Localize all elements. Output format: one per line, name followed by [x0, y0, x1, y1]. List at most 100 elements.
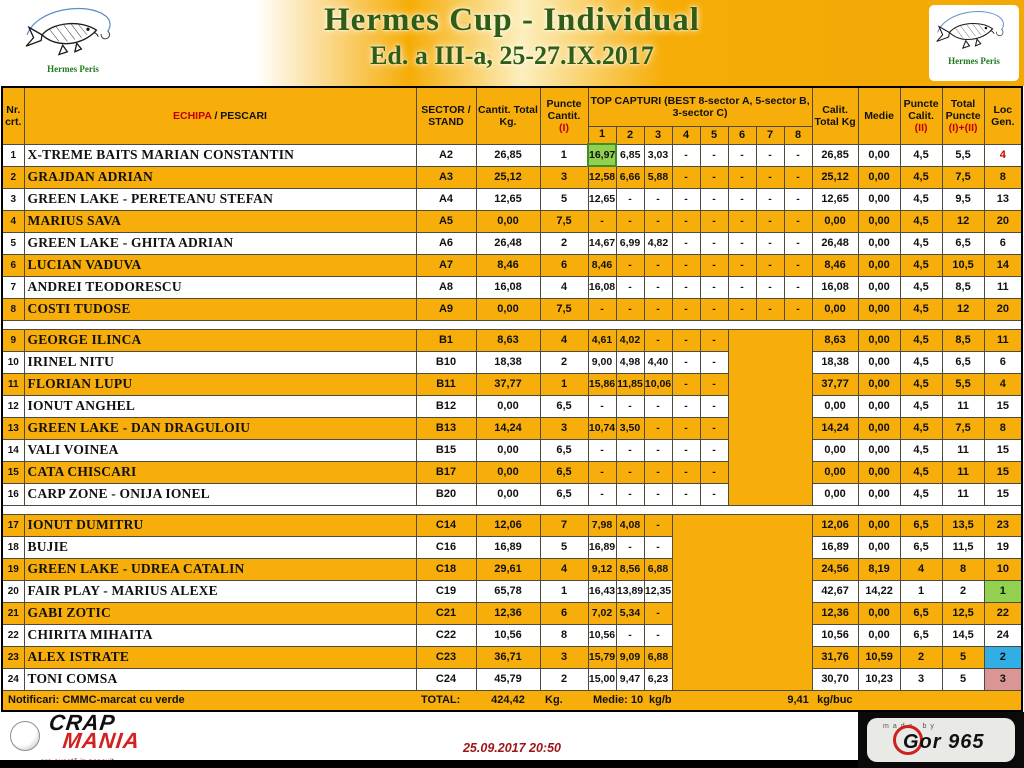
- cell-puncte-calit: 4,5: [899, 231, 943, 255]
- cell-captura-3: -: [643, 328, 673, 352]
- cell-sector-stand: C19: [415, 579, 477, 603]
- col-header-total-puncte: Total Puncte (I)+(II): [941, 86, 985, 145]
- cell-loc-gen: 4: [983, 372, 1023, 396]
- cell-puncte-calit: 4,5: [899, 482, 943, 506]
- cell-medie: 0,00: [857, 297, 901, 321]
- cell-sector-stand: A7: [415, 253, 477, 277]
- cell-rank: 6: [1, 253, 25, 277]
- cell-captura-5: -: [699, 231, 729, 255]
- cell-captura-4: -: [671, 297, 701, 321]
- cell-team-name: ALEX ISTRATE: [23, 645, 417, 669]
- cell-medie: 0,00: [857, 601, 901, 625]
- cell-total-puncte: 14,5: [941, 623, 985, 647]
- cell-puncte-calit: 4,5: [899, 416, 943, 440]
- cell-puncte-calit: 4,5: [899, 460, 943, 484]
- crapmania-logo: CRAP MANIA ora exactă in pescuit: [10, 710, 210, 766]
- cell-puncte-calit: 2: [899, 645, 943, 669]
- cell-puncte-cantit: 7: [539, 513, 589, 537]
- cell-calit-total: 26,85: [811, 143, 859, 167]
- cell-captura-1: 16,08: [587, 275, 617, 299]
- cell-loc-gen: 11: [983, 328, 1023, 352]
- cell-team-name: GEORGE ILINCA: [23, 328, 417, 352]
- cell-puncte-calit: 4: [899, 557, 943, 581]
- cell-captura-2: 4,08: [615, 513, 645, 537]
- cell-rank: 9: [1, 328, 25, 352]
- cell-medie: 0,00: [857, 275, 901, 299]
- cell-puncte-calit: 4,5: [899, 165, 943, 189]
- cell-total-puncte: 6,5: [941, 231, 985, 255]
- cell-sector-stand: C24: [415, 667, 477, 691]
- cell-puncte-calit: 4,5: [899, 328, 943, 352]
- cell-loc-gen: 4: [983, 143, 1023, 167]
- cell-team-name: LUCIAN VADUVA: [23, 253, 417, 277]
- cell-captura-6: -: [727, 187, 757, 211]
- cell-cantit-total: 0,00: [475, 209, 541, 233]
- cell-medie: 0,00: [857, 482, 901, 506]
- cell-calit-total: 8,46: [811, 253, 859, 277]
- cell-total-puncte: 12: [941, 209, 985, 233]
- cell-calit-total: 12,65: [811, 187, 859, 211]
- cell-captura-5: -: [699, 253, 729, 277]
- cell-captura-7: -: [755, 143, 785, 167]
- cell-captura-5: -: [699, 394, 729, 418]
- cell-calit-total: 30,70: [811, 667, 859, 691]
- cell-rank: 14: [1, 438, 25, 462]
- cell-calit-total: 16,89: [811, 535, 859, 559]
- cell-cantit-total: 37,77: [475, 372, 541, 396]
- cell-loc-gen: 14: [983, 253, 1023, 277]
- medie2-unit: kg/buc: [812, 689, 859, 712]
- cell-captura-1: 15,00: [587, 667, 617, 691]
- cell-captura-1: 10,56: [587, 623, 617, 647]
- cell-team-name: IONUT ANGHEL: [23, 394, 417, 418]
- club-name: Hermes Peris: [47, 64, 99, 74]
- cell-cantit-total: 26,48: [475, 231, 541, 255]
- cell-captura-1: 12,65: [587, 187, 617, 211]
- col-header-puncte-calit: Puncte Calit. (II): [899, 86, 943, 145]
- cell-captura-8: -: [783, 209, 813, 233]
- sector-gap: [2, 319, 1023, 330]
- cell-loc-gen: 11: [983, 275, 1023, 299]
- col-header-captura-5: 5: [699, 125, 729, 145]
- cell-medie: 0,00: [857, 394, 901, 418]
- cell-sector-stand: C23: [415, 645, 477, 669]
- col-header-captura-8: 8: [783, 125, 813, 145]
- sector-gap: [2, 504, 1023, 515]
- gor965-ring-icon: [893, 725, 923, 755]
- cell-loc-gen: 22: [983, 601, 1023, 625]
- cell-captura-4: -: [671, 143, 701, 167]
- cell-team-name: TONI COMSA: [23, 667, 417, 691]
- cell-puncte-cantit: 5: [539, 187, 589, 211]
- cell-calit-total: 10,56: [811, 623, 859, 647]
- cell-puncte-cantit: 4: [539, 275, 589, 299]
- cell-calit-total: 18,38: [811, 350, 859, 374]
- fish-logo-icon: [936, 11, 1004, 49]
- cell-puncte-cantit: 2: [539, 231, 589, 255]
- col-header-nr: Nr. crt.: [1, 86, 25, 145]
- cell-captura-1: 12,58: [587, 165, 617, 189]
- cell-sector-stand: C14: [415, 513, 477, 537]
- cell-captura-1: -: [587, 460, 617, 484]
- cell-puncte-cantit: 1: [539, 579, 589, 603]
- cell-team-name: CHIRITA MIHAITA: [23, 623, 417, 647]
- cell-cantit-total: 29,61: [475, 557, 541, 581]
- cell-captura-3: 6,88: [643, 557, 673, 581]
- table-row: 21 GABI ZOTIC C21 12,36 6 7,02 5,34-12,36 0,00 6…: [1, 601, 1023, 625]
- cell-captura-4: -: [671, 416, 701, 440]
- table-row: 18 BUJIE C16 16,89 5 16,89- -16,89 0,00 6,5 11,5 1…: [1, 535, 1023, 559]
- gor965-logo: made by Gor 965: [858, 712, 1024, 768]
- cell-total-puncte: 7,5: [941, 416, 985, 440]
- cell-captura-3: 6,23: [643, 667, 673, 691]
- cell-captura-5: -: [699, 372, 729, 396]
- cell-medie: 0,00: [857, 460, 901, 484]
- cell-captura-1: 15,79: [587, 645, 617, 669]
- cell-cantit-total: 36,71: [475, 645, 541, 669]
- cell-total-puncte: 5,5: [941, 372, 985, 396]
- table-row: 24 TONI COMSA C24 45,79 2 15,00 9,47 6,23 30,70 1…: [1, 667, 1023, 691]
- cell-captura-2: 9,47: [615, 667, 645, 691]
- cell-captura-1: -: [587, 394, 617, 418]
- cell-total-puncte: 11: [941, 438, 985, 462]
- table-header: Nr. crt. ECHIPA / PESCARI SECTOR / STAND…: [1, 86, 1023, 145]
- merged-block: [727, 328, 813, 506]
- cell-puncte-calit: 4,5: [899, 275, 943, 299]
